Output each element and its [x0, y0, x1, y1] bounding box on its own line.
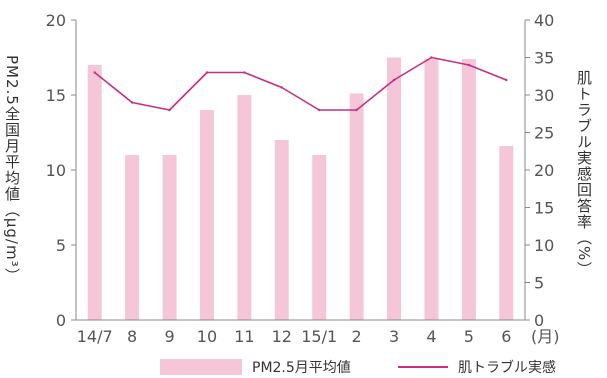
x-tick-label: 3 — [389, 327, 399, 346]
x-tick-label: 11 — [234, 327, 254, 346]
legend-line-swatch — [398, 366, 448, 368]
bar-6 — [312, 155, 327, 320]
line-point-4 — [243, 71, 246, 74]
y-tick-right-label: 35 — [534, 49, 554, 68]
line-point-2 — [168, 108, 171, 112]
y-tick-right-label: 30 — [534, 86, 554, 105]
x-tick-label: 12 — [272, 327, 292, 346]
line-point-3 — [205, 71, 209, 74]
line-point-9 — [430, 56, 433, 59]
bar-1 — [125, 155, 140, 320]
legend-item-line: 肌トラブル実感 — [398, 356, 556, 378]
line-point-7 — [355, 108, 358, 112]
bar-3 — [199, 110, 214, 320]
legend-item-bar: PM2.5月平均値 — [160, 356, 351, 378]
x-tick-label: 5 — [464, 327, 474, 346]
x-tick-label: 2 — [352, 327, 362, 346]
x-tick-label: 4 — [426, 327, 436, 346]
y-tick-right-label: 0 — [534, 311, 544, 330]
x-tick-label: 9 — [164, 327, 174, 346]
bar-4 — [237, 95, 252, 320]
line-point-6 — [318, 108, 321, 112]
line-series-skin-trouble — [94, 56, 507, 111]
legend-line-label: 肌トラブル実感 — [458, 360, 556, 376]
y-tick-left-label: 0 — [56, 311, 66, 330]
x-tick-label: 15/1 — [301, 327, 337, 346]
bar-10 — [461, 59, 476, 320]
x-unit-label: (月) — [531, 327, 560, 346]
bar-5 — [274, 140, 289, 320]
y-tick-left-label: 20 — [46, 11, 66, 30]
bar-9 — [424, 59, 439, 320]
bar-8 — [387, 57, 402, 320]
y-axis-left-label: PM2.5全国月平均値（μg/m³） — [3, 55, 21, 284]
line-point-8 — [392, 78, 396, 82]
line-point-1 — [130, 101, 134, 104]
legend-bar-label: PM2.5月平均値 — [252, 360, 351, 376]
x-tick-label: 10 — [197, 327, 217, 346]
line-point-0 — [93, 71, 96, 74]
line-point-5 — [280, 86, 283, 89]
y-tick-right-label: 20 — [534, 161, 554, 180]
y-tick-left-label: 5 — [56, 236, 66, 255]
y-tick-right-label: 40 — [534, 11, 554, 30]
bar-2 — [162, 155, 177, 320]
y-tick-right-label: 25 — [534, 124, 554, 143]
y-tick-left-label: 15 — [46, 86, 66, 105]
y-tick-right-label: 15 — [534, 199, 554, 218]
y-tick-right-label: 5 — [534, 274, 544, 293]
y-tick-right-label: 10 — [534, 236, 554, 255]
legend-bar-swatch — [160, 359, 242, 375]
x-tick-label: 8 — [127, 327, 137, 346]
y-axis-right-label: 肌トラブル実感回答率（%） — [575, 70, 593, 278]
bar-7 — [349, 93, 364, 320]
x-tick-label: 6 — [501, 327, 511, 346]
bar-11 — [499, 146, 514, 320]
line-point-10 — [467, 63, 471, 67]
x-tick-label: 14/7 — [77, 327, 113, 346]
line-point-11 — [505, 78, 508, 82]
y-tick-left-label: 10 — [46, 161, 66, 180]
bar-0 — [87, 65, 102, 320]
